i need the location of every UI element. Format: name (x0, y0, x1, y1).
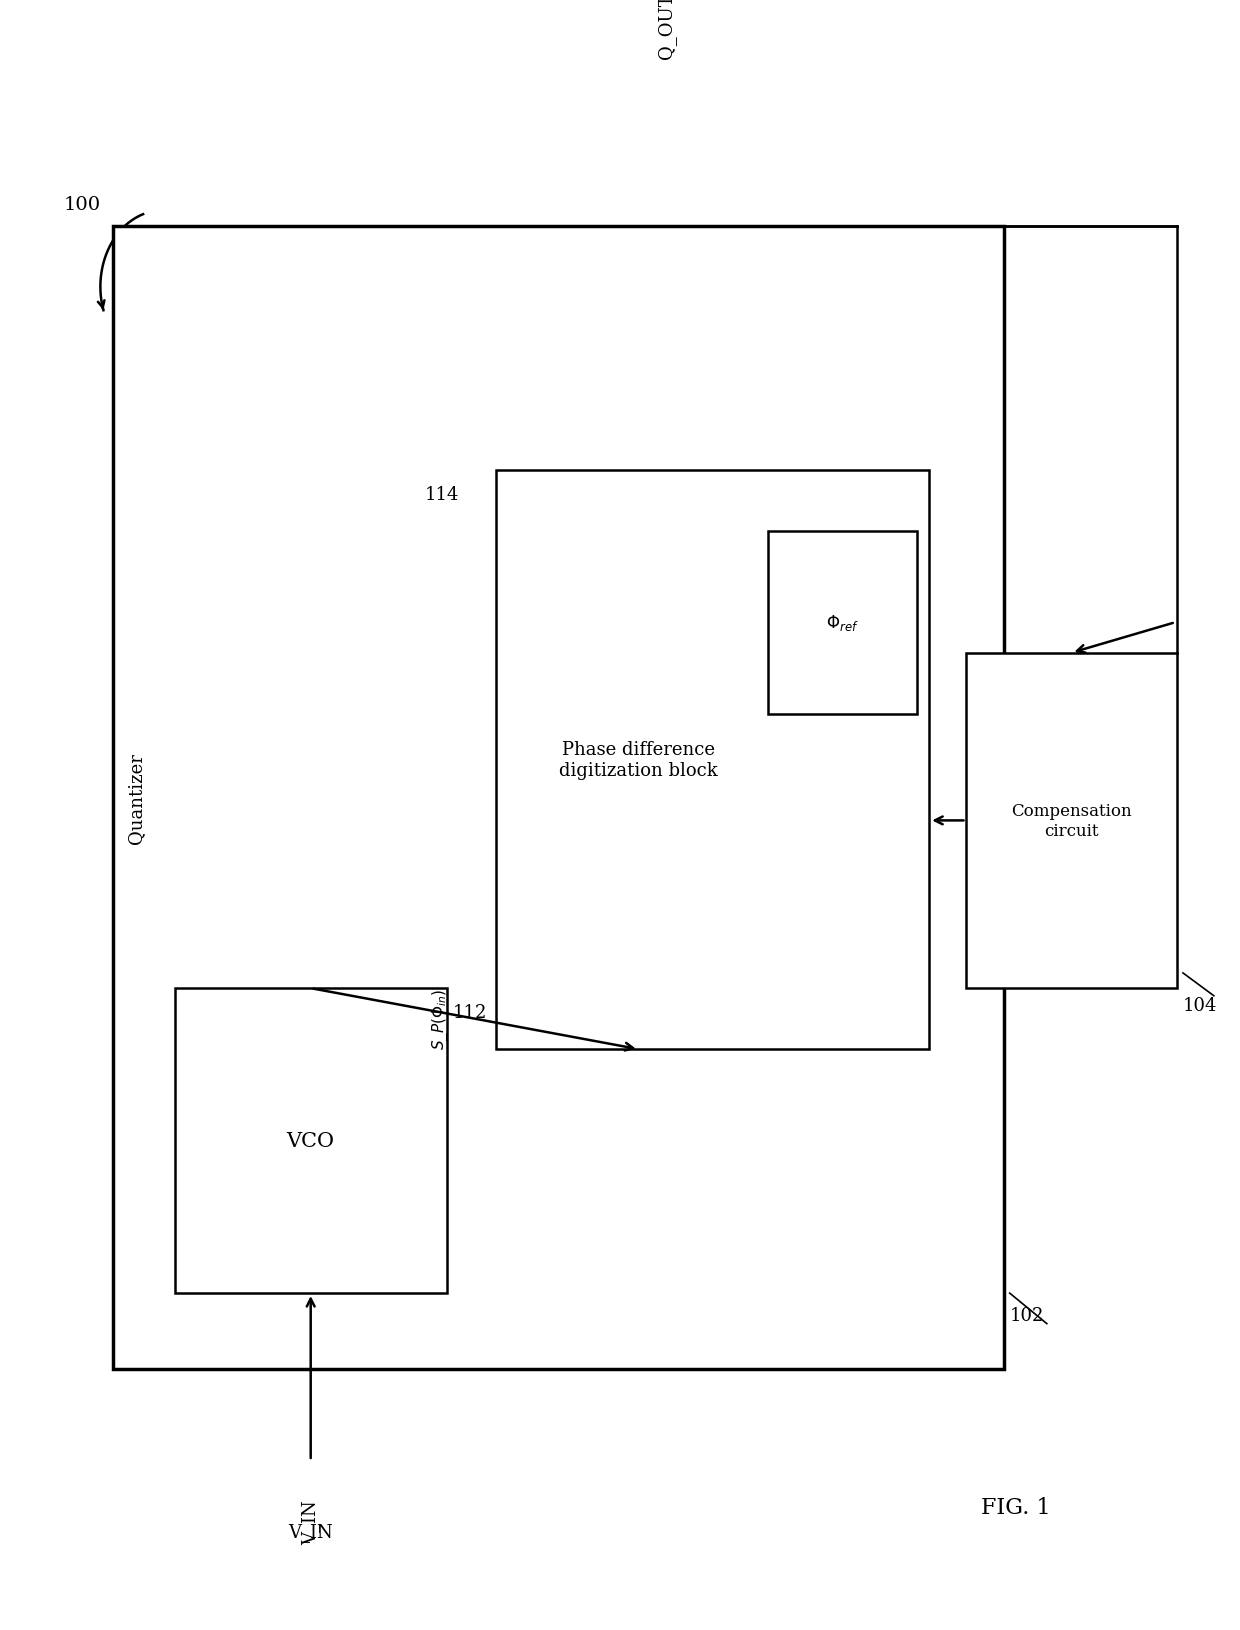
FancyBboxPatch shape (175, 988, 446, 1293)
Text: V_IN: V_IN (289, 1522, 334, 1540)
Text: 100: 100 (63, 196, 100, 214)
Text: Compensation
circuit: Compensation circuit (1012, 802, 1132, 839)
FancyBboxPatch shape (769, 531, 916, 714)
Text: $\Phi_{ref}$: $\Phi_{ref}$ (826, 613, 859, 632)
Text: V_IN: V_IN (301, 1500, 320, 1544)
Text: Q_OUT: Q_OUT (657, 0, 676, 59)
Text: 112: 112 (453, 1004, 487, 1022)
Text: 102: 102 (1009, 1306, 1044, 1324)
FancyBboxPatch shape (113, 227, 1003, 1369)
Text: Phase difference
digitization block: Phase difference digitization block (559, 740, 718, 779)
FancyBboxPatch shape (496, 471, 929, 1050)
FancyBboxPatch shape (966, 654, 1177, 988)
Text: 104: 104 (1183, 996, 1218, 1014)
Text: Quantizer: Quantizer (128, 753, 145, 843)
Text: VCO: VCO (286, 1131, 335, 1151)
Text: FIG. 1: FIG. 1 (981, 1496, 1050, 1518)
Text: 114: 114 (425, 486, 459, 504)
Text: $S\_P(\Phi_{in})$: $S\_P(\Phi_{in})$ (430, 988, 450, 1050)
